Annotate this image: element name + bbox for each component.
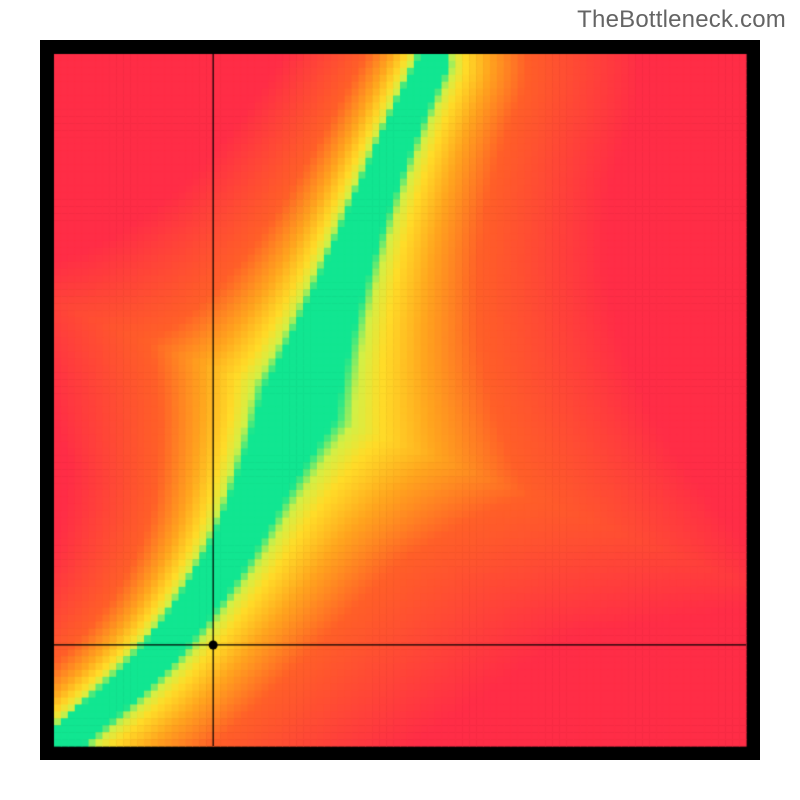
watermark-text: TheBottleneck.com	[577, 6, 786, 34]
heatmap-canvas	[40, 40, 760, 760]
heatmap-plot	[40, 40, 760, 760]
